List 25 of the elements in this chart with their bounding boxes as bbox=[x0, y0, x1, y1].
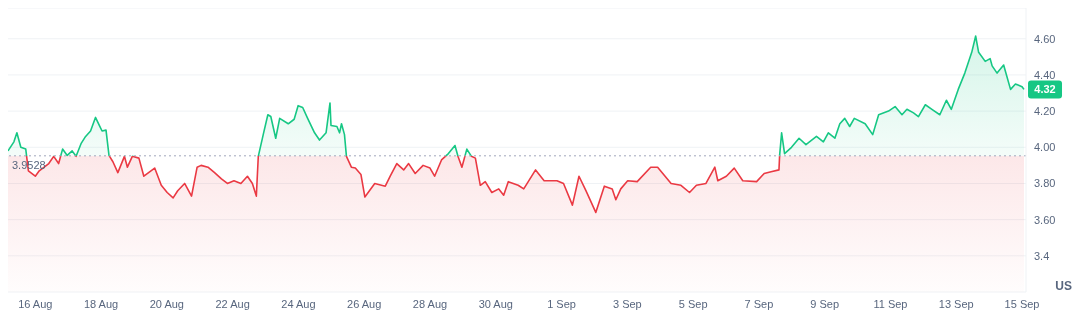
y-tick-label: 4.60 bbox=[1034, 32, 1056, 45]
y-axis-title: US bbox=[1055, 279, 1072, 293]
y-tick-label: 4.40 bbox=[1034, 68, 1056, 81]
y-tick-label: 3.60 bbox=[1034, 213, 1056, 226]
x-tick-label: 26 Aug bbox=[347, 297, 382, 310]
y-tick-label: 3.80 bbox=[1034, 177, 1056, 190]
x-tick-label: 9 Sep bbox=[810, 297, 840, 310]
annotation: 4.32 bbox=[1034, 83, 1056, 96]
x-tick-label: 20 Aug bbox=[149, 297, 184, 310]
x-tick-label: 3 Sep bbox=[612, 297, 642, 310]
x-tick-label: 22 Aug bbox=[215, 297, 250, 310]
x-tick-label: 1 Sep bbox=[547, 297, 576, 310]
x-tick-label: 30 Aug bbox=[478, 297, 513, 310]
x-tick-label: 16 Aug bbox=[18, 297, 53, 310]
y-tick-label: 4.00 bbox=[1034, 141, 1056, 154]
x-tick-label: 24 Aug bbox=[281, 297, 316, 310]
x-tick-label: 7 Sep bbox=[744, 297, 774, 310]
x-tick-label: 18 Aug bbox=[83, 297, 119, 310]
x-tick-label: 13 Sep bbox=[938, 297, 974, 310]
x-tick-label: 11 Sep bbox=[873, 297, 908, 310]
y-tick-label: 3.4 bbox=[1034, 249, 1050, 262]
x-tick-label: 28 Aug bbox=[412, 297, 448, 310]
y-tick-label: 4.20 bbox=[1034, 105, 1056, 118]
x-tick-label: 15 Sep bbox=[1004, 297, 1040, 310]
x-tick-label: 5 Sep bbox=[678, 297, 708, 310]
